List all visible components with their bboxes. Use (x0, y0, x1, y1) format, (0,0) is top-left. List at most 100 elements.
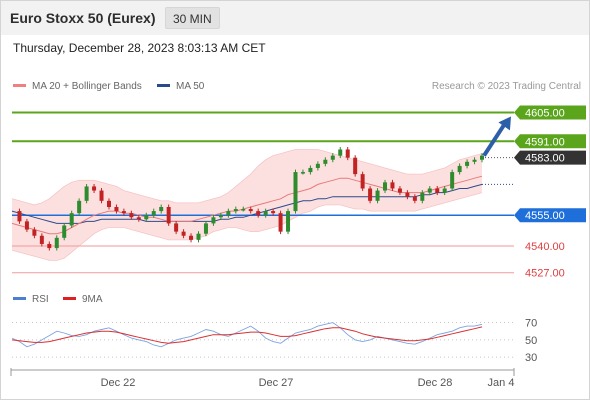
price-tag-4605.00: 4605.00 (514, 105, 586, 120)
rsi-line (11, 322, 483, 348)
legend-rsi: RSI (13, 294, 49, 305)
bollinger-band-area (12, 149, 482, 261)
candle-body (233, 209, 238, 212)
bollinger-lower-line (11, 192, 483, 261)
legend-ma50: MA 50 (157, 81, 204, 92)
rsi-9ma-line (11, 326, 483, 344)
candle-body (293, 172, 298, 212)
legend-swatch-ma50 (157, 83, 170, 87)
price-tag-4583.00: 4583.00 (514, 150, 586, 165)
price-tag-background (514, 150, 586, 165)
candle-body (92, 186, 97, 191)
candle-body (286, 211, 291, 232)
research-credit: Research © 2023 Trading Central (431, 81, 581, 92)
candle-body (24, 221, 29, 230)
candle-body (121, 211, 126, 214)
x-tick-label: Jan 4 (488, 377, 515, 389)
candle-body (315, 163, 320, 168)
candle-body (62, 225, 67, 238)
candle-body (106, 200, 111, 207)
rsi-tick-label: 70 (525, 318, 537, 330)
candle-body (99, 190, 104, 201)
legend-label-ma20: MA 20 + Bollinger Bands (32, 81, 142, 92)
legend-ma20-bollinger: MA 20 + Bollinger Bands (13, 81, 142, 92)
price-tag-4555.00: 4555.00 (514, 208, 586, 223)
candle-body (114, 206, 119, 212)
candle-body (338, 149, 343, 156)
legend-swatch-ma20 (13, 83, 26, 87)
forecast-arrow-shaft (482, 122, 507, 157)
candle-body (256, 211, 261, 216)
timeframe-button[interactable]: 30 MIN (165, 7, 220, 29)
candle-body (47, 243, 52, 249)
candle-body (17, 211, 22, 222)
candlesticks (17, 147, 484, 251)
candle-body (442, 188, 447, 193)
candle-body (32, 229, 37, 236)
candle-body (136, 217, 141, 220)
candle-body (129, 213, 134, 218)
price-tag-label: 4527.00 (525, 268, 565, 280)
candle-body (345, 149, 350, 158)
candle-body (435, 188, 440, 193)
candle-body (211, 217, 216, 224)
candle-body (84, 186, 89, 201)
ma50-line (11, 183, 483, 224)
forecast-arrow-head (498, 116, 511, 131)
chart-header (1, 1, 589, 35)
legend-9ma: 9MA (63, 294, 103, 305)
candle-body (263, 211, 268, 216)
x-tick-label: Dec 22 (101, 377, 136, 389)
ma20-line (11, 175, 483, 235)
price-tag-background (514, 105, 586, 120)
candle-body (54, 237, 59, 249)
candle-body (368, 188, 373, 201)
candle-body (323, 159, 328, 164)
candle-body (383, 182, 388, 191)
price-tag-4527.00: 4527.00 (525, 268, 565, 280)
price-tag-background (514, 208, 586, 223)
candle-body (203, 223, 208, 234)
candle-body (159, 206, 164, 212)
candle-body (271, 211, 276, 214)
candle-body (166, 206, 171, 224)
price-tag-4540.00: 4540.00 (525, 241, 565, 253)
x-tick-label: Dec 27 (259, 377, 294, 389)
legend-label-9ma: 9MA (82, 294, 103, 305)
candle-body (412, 196, 417, 201)
candle-body (360, 174, 365, 189)
candle-body (241, 209, 246, 211)
candle-body (69, 213, 74, 226)
candle-body (151, 211, 156, 216)
candle-body (196, 233, 201, 240)
legend-label-rsi: RSI (32, 294, 49, 305)
candle-body (397, 188, 402, 193)
candle-body (450, 172, 455, 189)
price-tag-label: 4591.00 (525, 136, 565, 148)
candle-body (226, 211, 231, 216)
candle-body (189, 235, 194, 240)
price-tag-4591.00: 4591.00 (514, 134, 586, 149)
candle-body (427, 188, 432, 193)
legend-label-ma50: MA 50 (176, 81, 205, 92)
rsi-tick-label: 50 (525, 335, 537, 347)
candle-body (375, 190, 380, 201)
x-tick-label: Dec 28 (418, 377, 453, 389)
candle-body (480, 155, 484, 160)
price-tag-label: 4605.00 (525, 107, 565, 119)
candle-body (181, 231, 186, 236)
instrument-title: Euro Stoxx 50 (Eurex) (10, 10, 156, 26)
candle-body (330, 155, 335, 160)
price-tag-label: 4540.00 (525, 241, 565, 253)
candle-body (405, 192, 410, 197)
price-tag-background (514, 134, 586, 149)
legend-swatch-rsi (13, 296, 26, 300)
legend-swatch-9ma (63, 296, 76, 300)
candle-body (390, 182, 395, 189)
candle-body (308, 167, 313, 173)
price-tag-label: 4555.00 (525, 210, 565, 222)
candle-body (174, 223, 179, 232)
candle-body (278, 213, 283, 232)
candle-body (300, 172, 305, 174)
